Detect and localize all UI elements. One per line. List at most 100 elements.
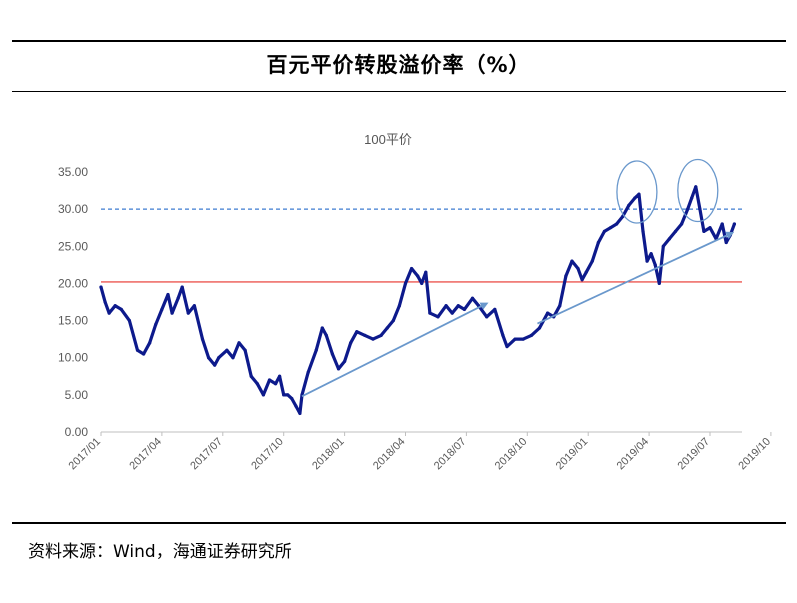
data-point <box>225 348 229 352</box>
data-point <box>119 307 123 312</box>
chart-title: 100平价 <box>364 132 412 147</box>
data-point <box>255 382 259 386</box>
data-point <box>456 304 460 308</box>
trend-arrow <box>537 231 735 325</box>
data-point <box>103 300 107 304</box>
data-point <box>314 348 318 352</box>
data-point <box>391 318 395 323</box>
data-point <box>720 222 724 226</box>
data-point <box>261 393 265 397</box>
data-point <box>298 411 302 416</box>
data-point <box>135 348 140 352</box>
data-point <box>99 285 103 289</box>
x-tick-label: 2017/10 <box>249 436 286 473</box>
data-point <box>590 259 594 263</box>
series-line <box>99 185 736 415</box>
data-point <box>107 311 111 315</box>
trend-arrow <box>301 302 489 398</box>
title-rule <box>12 91 786 92</box>
chart-series <box>99 185 736 416</box>
data-point <box>505 344 509 349</box>
y-tick-label: 25.00 <box>58 239 88 253</box>
data-point <box>282 393 286 397</box>
data-point <box>667 237 672 241</box>
source-note: 资料来源：Wind，海通证券研究所 <box>28 542 292 562</box>
data-point <box>237 341 241 345</box>
data-point <box>546 311 550 315</box>
data-point <box>570 259 574 263</box>
data-point <box>403 281 408 285</box>
data-point <box>416 274 420 278</box>
data-point <box>485 315 489 319</box>
data-point <box>694 185 698 189</box>
data-point <box>213 363 217 367</box>
x-tick-label: 2017/04 <box>127 436 164 473</box>
data-point <box>462 307 466 312</box>
data-point <box>470 296 475 300</box>
data-point <box>336 367 341 371</box>
data-point <box>148 341 152 345</box>
data-point <box>584 270 588 274</box>
data-point <box>690 196 694 200</box>
x-tick-label: 2018/04 <box>371 436 408 473</box>
data-point <box>637 192 641 196</box>
bottom-rule <box>12 522 786 524</box>
data-point <box>267 378 272 382</box>
data-point <box>576 266 580 271</box>
data-point <box>615 222 619 226</box>
data-point <box>702 229 706 233</box>
data-point <box>180 285 184 289</box>
data-point <box>428 311 432 315</box>
data-point <box>170 311 174 315</box>
data-point <box>385 326 389 330</box>
data-point <box>450 311 454 315</box>
data-point <box>420 281 424 285</box>
data-point <box>698 207 702 211</box>
data-point <box>379 333 383 338</box>
data-point <box>708 226 712 230</box>
chart-annotations <box>301 158 735 398</box>
data-point <box>558 304 562 308</box>
data-point <box>537 326 542 330</box>
data-point <box>186 311 190 315</box>
data-point <box>409 266 414 271</box>
data-point <box>436 315 440 319</box>
data-point <box>160 307 164 312</box>
data-point <box>653 263 657 267</box>
y-tick-label: 15.00 <box>58 314 88 328</box>
data-point <box>661 244 665 248</box>
data-point <box>363 333 367 338</box>
data-point <box>278 374 282 378</box>
data-point <box>397 304 402 308</box>
data-point <box>200 337 205 341</box>
data-point <box>142 352 146 356</box>
data-point <box>686 207 690 211</box>
y-tick-label: 5.00 <box>65 388 89 402</box>
data-point <box>231 356 235 360</box>
data-point <box>645 259 649 263</box>
data-point <box>371 337 375 341</box>
top-rule <box>12 40 786 42</box>
data-point <box>513 337 517 341</box>
highlight-ellipse <box>677 158 719 223</box>
data-point <box>127 318 132 323</box>
data-point <box>521 337 525 341</box>
y-tick-label: 0.00 <box>65 425 89 439</box>
data-point <box>493 307 497 312</box>
data-point <box>602 229 607 233</box>
data-point <box>349 341 353 345</box>
x-tick-label: 2017/01 <box>67 436 104 473</box>
data-point <box>596 240 600 245</box>
data-point <box>176 296 180 300</box>
x-tick-label: 2018/01 <box>310 436 347 473</box>
x-tick-label: 2019/01 <box>554 436 591 473</box>
data-point <box>290 396 294 401</box>
x-tick-label: 2019/10 <box>736 436 773 473</box>
data-point <box>294 404 298 408</box>
data-point <box>608 226 613 230</box>
data-point <box>633 196 637 200</box>
data-point <box>501 333 505 338</box>
data-point <box>217 356 221 360</box>
y-tick-label: 10.00 <box>58 351 88 365</box>
data-point <box>330 352 335 356</box>
